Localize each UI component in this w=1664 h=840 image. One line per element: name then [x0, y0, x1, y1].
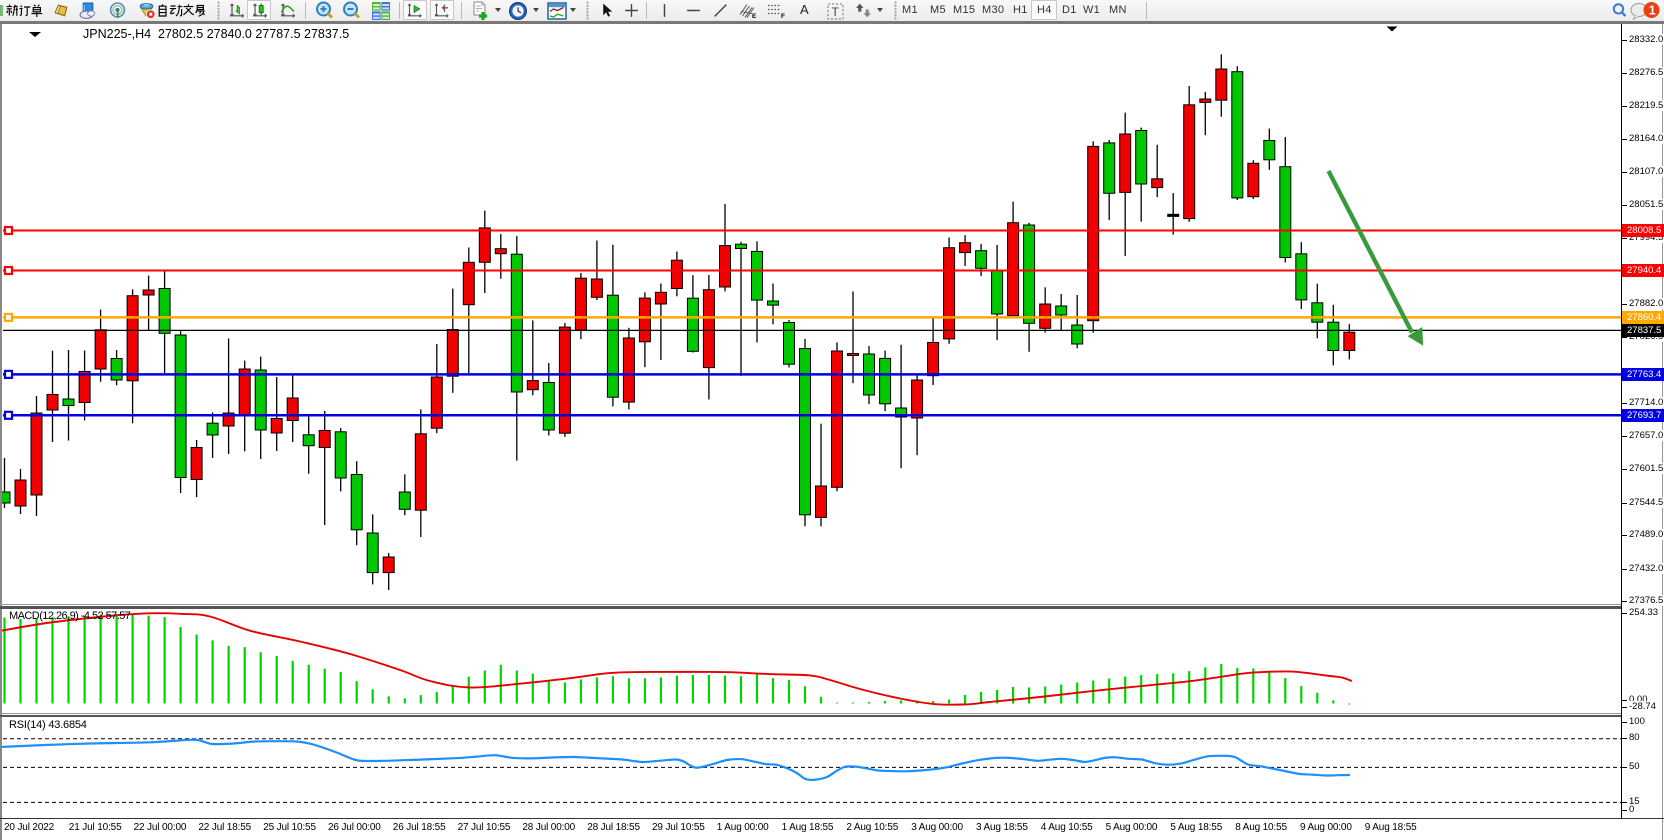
svg-text:F: F [781, 13, 785, 19]
svg-text:E: E [752, 13, 757, 19]
svg-text:T: T [832, 5, 840, 19]
svg-text:1: 1 [1649, 3, 1656, 17]
